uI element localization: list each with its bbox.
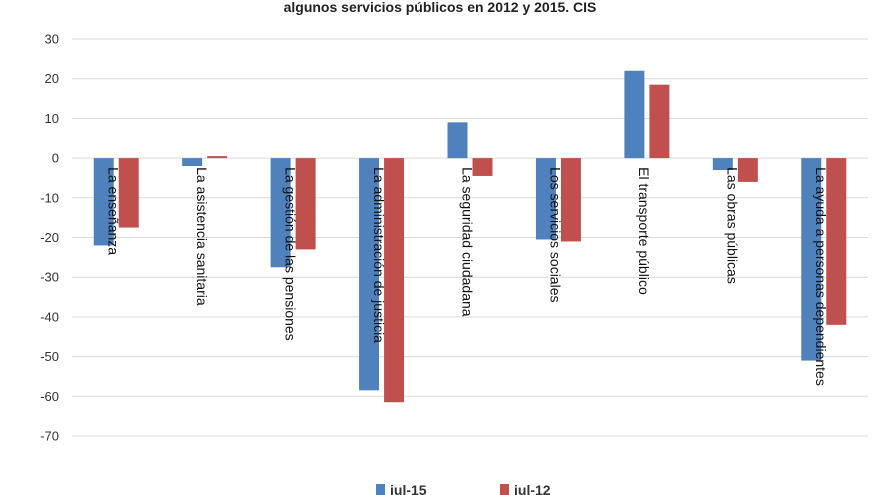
bar-jul-15: [447, 122, 468, 159]
bar-jul-15: [535, 158, 556, 240]
category-label: La enseñanza: [106, 167, 122, 255]
bar-jul-12: [118, 158, 139, 228]
bar-jul-15: [359, 158, 380, 391]
bars: [93, 70, 847, 403]
bar-jul-12: [207, 156, 228, 159]
bar-jul-12: [560, 158, 581, 242]
legend-swatch-jul-15: [376, 484, 385, 495]
bar-jul-15: [182, 158, 203, 167]
bar-jul-12: [384, 158, 405, 403]
bar-jul-12: [472, 158, 493, 176]
bar-jul-15: [712, 158, 733, 171]
category-label: La seguridad ciudadana: [459, 167, 475, 317]
bar-jul-15: [801, 158, 822, 361]
y-axis-ticks: 30 20 10 0 -10 -20 -30 -40 -50 -60 -70: [40, 32, 59, 444]
bar-jul-12: [649, 84, 670, 159]
category-label: El transporte público: [636, 167, 652, 295]
category-label: La asistencia sanitaria: [194, 167, 210, 306]
category-label: La ayuda a personas dependientes: [813, 167, 829, 386]
bar-jul-12: [826, 158, 847, 325]
y-tick-label: -30: [40, 270, 59, 285]
category-label: La administración de justicia: [371, 167, 387, 343]
bar-jul-15: [624, 70, 645, 159]
category-labels: La enseñanza La asistencia sanitaria La ge…: [106, 167, 830, 386]
bar-jul-12: [295, 158, 316, 250]
y-tick-label: -10: [40, 190, 59, 205]
y-tick-label: 0: [52, 151, 59, 166]
y-tick-label: 20: [45, 71, 59, 86]
category-label: La gestión de las pensiones: [282, 167, 298, 341]
y-tick-label: -40: [40, 309, 59, 324]
y-tick-label: -60: [40, 389, 59, 404]
bar-jul-12: [737, 158, 758, 182]
y-tick-label: -50: [40, 349, 59, 364]
gridlines: [72, 38, 868, 437]
legend-label: jul-12: [513, 482, 551, 495]
category-label: Los servicios sociales: [548, 167, 564, 302]
category-label: Las obras públicas: [725, 167, 741, 284]
y-tick-label: 30: [45, 32, 59, 47]
legend-label: jul-15: [389, 482, 427, 495]
y-tick-label: -20: [40, 230, 59, 245]
y-tick-label: -70: [40, 429, 59, 444]
bar-jul-15: [270, 158, 291, 268]
chart-title: algunos servicios públicos en 2012 y 201…: [284, 0, 597, 15]
legend-swatch-jul-12: [500, 484, 509, 495]
legend: jul-15 jul-12: [376, 482, 551, 495]
y-tick-label: 10: [45, 111, 59, 126]
bar-jul-15: [93, 158, 114, 246]
